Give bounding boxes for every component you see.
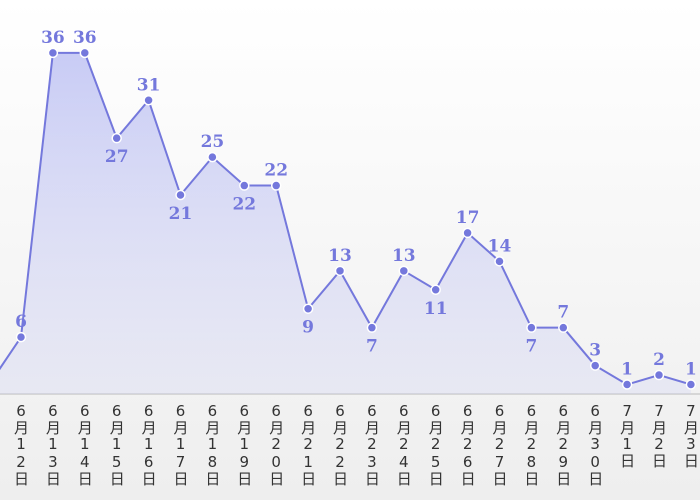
x-tick-label: 7月3日: [682, 402, 700, 468]
x-tick-label: 6月18日: [203, 402, 221, 486]
x-tick-label: 6月30日: [586, 402, 604, 486]
x-tick-label: 6月25日: [427, 402, 445, 486]
point: [143, 95, 154, 106]
point: [685, 379, 697, 390]
x-tick-label: 7月2日: [650, 402, 668, 468]
point: [589, 360, 601, 371]
x-tick-label: 6月20日: [267, 402, 285, 486]
point: [398, 265, 410, 277]
x-tick-label: 6月22日: [331, 402, 349, 486]
value-label: 13: [392, 246, 416, 266]
x-tick-label: 6月15日: [108, 402, 126, 486]
value-label: 7: [525, 337, 537, 357]
x-tick-label: 6月28日: [522, 402, 540, 486]
area: [0, 52, 691, 394]
point: [494, 256, 505, 267]
value-label: 9: [302, 318, 314, 338]
point: [430, 284, 441, 296]
point: [111, 132, 122, 144]
value-label: 27: [105, 147, 129, 167]
point: [334, 265, 346, 277]
x-tick-label: 6月26日: [459, 402, 477, 486]
x-tick-label: 6月13日: [44, 402, 62, 486]
point: [239, 180, 250, 191]
value-label: 11: [424, 299, 448, 319]
value-label: 1: [621, 360, 633, 380]
value-label: 3: [589, 341, 601, 361]
value-label: 22: [232, 195, 256, 215]
value-label: 31: [137, 75, 161, 95]
x-tick-label: 6月24日: [395, 402, 413, 486]
x-tick-label: 6月23日: [363, 402, 381, 486]
value-label: 22: [264, 161, 288, 181]
point: [207, 151, 218, 163]
value-label: 36: [73, 28, 97, 48]
point: [526, 322, 537, 333]
value-label: 36: [41, 28, 65, 48]
x-tick-label: 6月16日: [140, 402, 158, 486]
point: [653, 369, 665, 381]
point: [558, 322, 569, 333]
point: [79, 47, 91, 59]
value-label: 21: [169, 204, 193, 224]
x-tick-label: 6月19日: [235, 402, 253, 486]
value-label: 7: [366, 337, 378, 357]
x-tick-label: 6月27日: [491, 402, 509, 486]
x-tick-label: 6月12日: [12, 402, 30, 486]
point: [47, 47, 59, 59]
point: [462, 227, 473, 239]
point: [366, 322, 378, 333]
x-tick-label: 6月29日: [554, 402, 572, 486]
value-label: 7: [557, 303, 569, 323]
value-label: 2: [653, 350, 665, 370]
x-tick-label: 7月1日: [618, 402, 636, 468]
point: [175, 189, 186, 201]
value-label: 14: [488, 236, 512, 256]
x-tick-label: 6月21日: [299, 402, 317, 486]
point: [270, 180, 282, 191]
value-label: 6: [15, 312, 27, 332]
value-label: 13: [328, 246, 352, 266]
x-tick-label: 6月14日: [76, 402, 94, 486]
value-label: 1: [685, 360, 697, 380]
point: [302, 303, 314, 314]
point: [621, 379, 633, 390]
value-label: 25: [201, 132, 225, 152]
x-tick-label: 6月17日: [172, 402, 190, 486]
value-label: 17: [456, 208, 480, 228]
point: [15, 331, 27, 343]
